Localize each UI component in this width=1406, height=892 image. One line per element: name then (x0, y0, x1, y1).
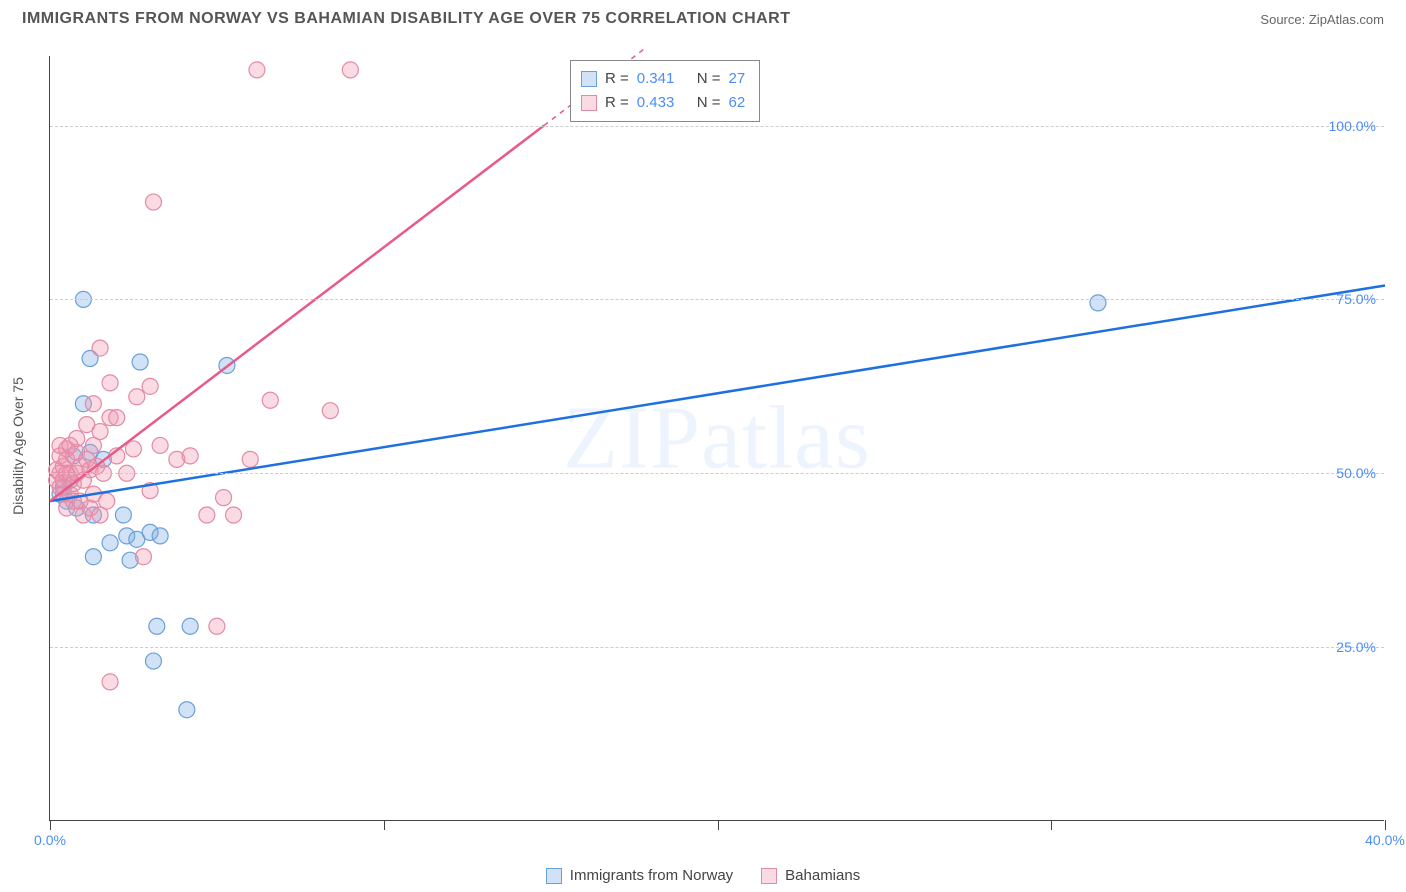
data-point (1090, 295, 1106, 311)
series-legend: Immigrants from Norway Bahamians (0, 867, 1406, 884)
data-point (129, 389, 145, 405)
page-title: IMMIGRANTS FROM NORWAY VS BAHAMIAN DISAB… (22, 10, 791, 28)
data-point (182, 448, 198, 464)
legend-swatch (761, 868, 777, 884)
data-point (102, 674, 118, 690)
source-link[interactable]: ZipAtlas.com (1309, 12, 1384, 27)
legend-row: R =0.341N =27 (581, 67, 745, 91)
legend-swatch (581, 95, 597, 111)
data-point (135, 549, 151, 565)
legend-swatch (581, 71, 597, 87)
data-point (226, 507, 242, 523)
gridline (50, 647, 1384, 648)
data-point (69, 431, 85, 447)
data-point (152, 437, 168, 453)
x-tick (718, 820, 719, 830)
x-tick (1051, 820, 1052, 830)
x-tick-label: 40.0% (1365, 832, 1405, 848)
data-point (145, 653, 161, 669)
x-tick (50, 820, 51, 830)
trend-line (50, 126, 544, 502)
source-credit: Source: ZipAtlas.com (1260, 12, 1384, 27)
header: IMMIGRANTS FROM NORWAY VS BAHAMIAN DISAB… (0, 0, 1406, 34)
chart-plot-area: ZIPatlas 25.0%50.0%75.0%100.0%0.0%40.0% (49, 56, 1384, 821)
legend-item: Immigrants from Norway (546, 867, 733, 884)
legend-item: Bahamians (761, 867, 860, 884)
data-point (152, 528, 168, 544)
gridline (50, 126, 1384, 127)
y-tick-label: 75.0% (1336, 291, 1376, 307)
data-point (262, 392, 278, 408)
legend-label: Immigrants from Norway (570, 867, 733, 884)
data-point (322, 403, 338, 419)
x-tick-label: 0.0% (34, 832, 66, 848)
data-point (92, 340, 108, 356)
data-point (132, 354, 148, 370)
y-axis-label: Disability Age Over 75 (10, 377, 26, 515)
gridline (50, 299, 1384, 300)
legend-label: Bahamians (785, 867, 860, 884)
scatter-svg (50, 56, 1384, 820)
data-point (115, 507, 131, 523)
data-point (142, 378, 158, 394)
data-point (145, 194, 161, 210)
x-tick (384, 820, 385, 830)
legend-swatch (546, 868, 562, 884)
data-point (199, 507, 215, 523)
gridline (50, 473, 1384, 474)
data-point (109, 410, 125, 426)
y-tick-label: 100.0% (1329, 118, 1376, 134)
data-point (149, 618, 165, 634)
data-point (99, 493, 115, 509)
correlation-legend: R =0.341N =27R =0.433N =62 (570, 60, 760, 122)
data-point (249, 62, 265, 78)
data-point (342, 62, 358, 78)
legend-row: R =0.433N =62 (581, 91, 745, 115)
data-point (216, 490, 232, 506)
y-tick-label: 25.0% (1336, 639, 1376, 655)
data-point (92, 424, 108, 440)
data-point (102, 535, 118, 551)
x-tick (1385, 820, 1386, 830)
data-point (182, 618, 198, 634)
y-tick-label: 50.0% (1336, 465, 1376, 481)
trend-line (50, 286, 1385, 502)
data-point (179, 702, 195, 718)
data-point (85, 549, 101, 565)
data-point (85, 396, 101, 412)
data-point (209, 618, 225, 634)
data-point (242, 451, 258, 467)
data-point (102, 375, 118, 391)
